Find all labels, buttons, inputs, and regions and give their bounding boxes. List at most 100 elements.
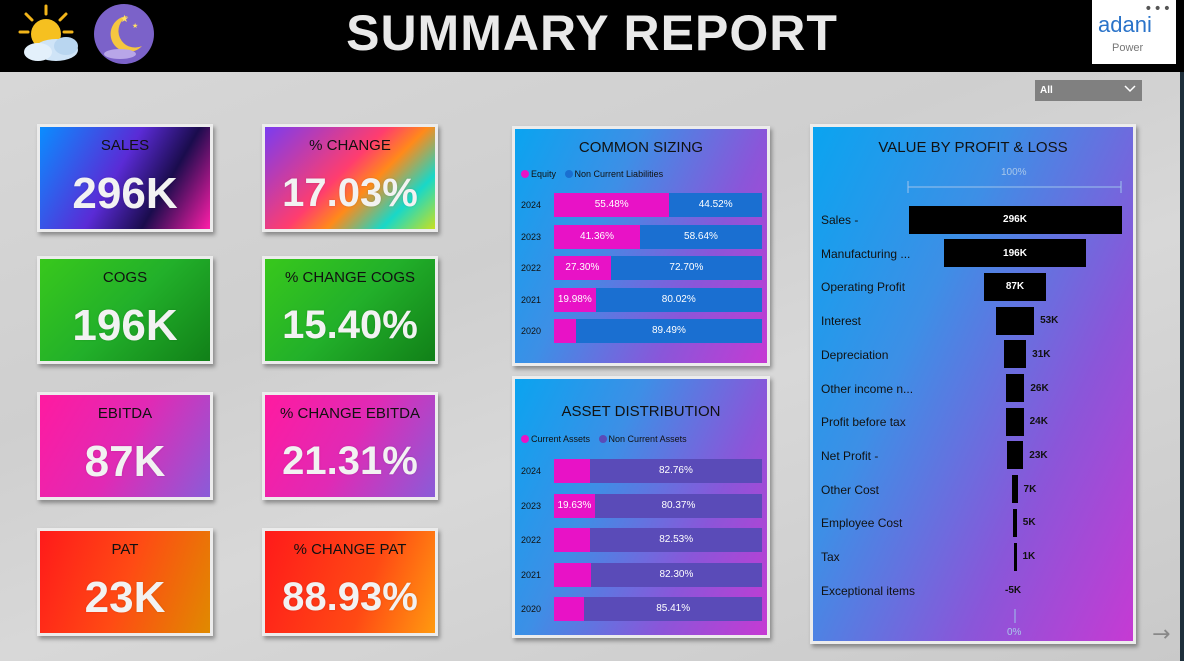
funnel-bar[interactable] bbox=[1013, 542, 1017, 571]
svg-text:★: ★ bbox=[120, 14, 129, 25]
asset-distribution-chart: ASSET DISTRIBUTION Current Assets Non Cu… bbox=[512, 376, 770, 638]
category-label: 2023 bbox=[521, 500, 542, 511]
logo-subtext: Power bbox=[1112, 42, 1144, 54]
data-label: 31K bbox=[1032, 348, 1051, 360]
bar-segment[interactable]: 80.02% bbox=[595, 287, 762, 312]
bar-segment[interactable]: 19.63% bbox=[554, 493, 595, 518]
bar-segment[interactable]: 85.41% bbox=[584, 597, 762, 621]
category-label: Manufacturing ... bbox=[821, 246, 911, 261]
more-options-icon[interactable]: ••• bbox=[1144, 1, 1172, 17]
category-label: Operating Profit bbox=[821, 280, 906, 295]
common-sizing-chart: COMMON SIZING Equity Non Current Liabili… bbox=[512, 126, 770, 366]
legend-item[interactable]: Non Current Liabilities bbox=[564, 169, 663, 179]
category-label: 2024 bbox=[521, 200, 542, 210]
bar-row: 2024 82.76% bbox=[521, 459, 763, 483]
bar-segment[interactable]: 19.98% bbox=[554, 287, 596, 312]
data-label: 5K bbox=[1022, 517, 1036, 529]
bar-segment[interactable] bbox=[554, 597, 585, 621]
kpi-value: 196K bbox=[72, 301, 178, 350]
legend-dot-icon bbox=[521, 435, 529, 443]
bar-row: 2022 27.30% 72.70% bbox=[521, 256, 763, 280]
kpi-value: 17.03% bbox=[282, 171, 418, 215]
bar-segment[interactable]: 72.70% bbox=[610, 256, 762, 280]
legend-label: Equity bbox=[531, 169, 557, 179]
data-label: 196K bbox=[1003, 247, 1027, 259]
chart-title: VALUE BY PROFIT & LOSS bbox=[878, 139, 1068, 156]
stacked-bar[interactable]: 27.30% 72.70% bbox=[554, 256, 762, 280]
bar-segment[interactable]: 44.52% bbox=[669, 193, 762, 217]
bar-segment[interactable] bbox=[554, 319, 576, 343]
axis-top-line bbox=[907, 181, 1122, 193]
category-label: 2022 bbox=[521, 263, 542, 273]
bar-segment[interactable]: 82.30% bbox=[590, 562, 762, 587]
category-label: 2024 bbox=[521, 466, 542, 476]
kpi-value: 88.93% bbox=[282, 575, 418, 619]
stacked-bar[interactable]: 82.30% bbox=[554, 562, 762, 587]
kpi-label: SALES bbox=[100, 137, 150, 154]
stacked-bar[interactable]: 82.76% bbox=[554, 459, 762, 483]
chart-legend: Equity Non Current Liabilities bbox=[521, 169, 669, 179]
bar-segment[interactable]: 89.49% bbox=[575, 319, 762, 343]
stacked-bar[interactable]: 85.41% bbox=[554, 597, 762, 621]
bar-segment[interactable]: 80.37% bbox=[594, 493, 762, 518]
stacked-bar[interactable]: 19.63% 80.37% bbox=[554, 493, 762, 518]
funnel-bar[interactable] bbox=[1003, 340, 1027, 369]
funnel-bar[interactable] bbox=[944, 239, 1086, 268]
bar-segment[interactable]: 82.53% bbox=[590, 528, 762, 552]
kpi-value: 23K bbox=[84, 573, 166, 622]
funnel-bar[interactable] bbox=[983, 272, 1047, 301]
legend-item[interactable]: Current Assets bbox=[521, 434, 590, 444]
bar-segment[interactable]: 27.30% bbox=[554, 256, 611, 280]
funnel-bar[interactable] bbox=[1012, 475, 1018, 504]
stacked-bar[interactable]: 82.53% bbox=[554, 528, 762, 552]
next-page-arrow-icon[interactable]: → bbox=[1152, 622, 1171, 647]
funnel-bar[interactable] bbox=[908, 205, 1122, 234]
bar-row: 2024 55.48% 44.52% bbox=[521, 193, 763, 217]
kpi-card-pat: PAT 23K bbox=[37, 528, 213, 636]
category-label: Interest bbox=[821, 314, 862, 329]
stacked-bar[interactable]: 41.36% 58.64% bbox=[554, 224, 762, 249]
bar-segment[interactable]: 82.76% bbox=[589, 459, 762, 483]
category-label: 2021 bbox=[521, 569, 542, 580]
moon-night-icon: ★ ★ bbox=[94, 4, 154, 64]
chart-legend: Current Assets Non Current Assets bbox=[521, 434, 693, 444]
value-by-profit-loss-chart: VALUE BY PROFIT & LOSS 100% Sales - 296K M… bbox=[810, 124, 1136, 644]
kpi-card-pct-change-ebitda: % CHANGE EBITDA 21.31% bbox=[262, 392, 438, 500]
kpi-label: % CHANGE PAT bbox=[293, 541, 407, 558]
chart-title: ASSET DISTRIBUTION bbox=[561, 403, 721, 420]
bar-segment[interactable]: 55.48% bbox=[554, 193, 670, 217]
stacked-bar[interactable]: 19.98% 80.02% bbox=[554, 287, 762, 312]
data-label: -5K bbox=[1005, 584, 1022, 596]
funnel-bar[interactable] bbox=[1006, 441, 1024, 470]
funnel-bar[interactable] bbox=[1005, 374, 1025, 402]
year-slicer-dropdown[interactable]: All bbox=[1035, 80, 1142, 101]
chevron-down-icon bbox=[1124, 85, 1136, 93]
page-edge bbox=[1180, 72, 1184, 661]
category-label: Tax bbox=[821, 550, 840, 564]
chart-title: COMMON SIZING bbox=[578, 139, 704, 156]
kpi-card-sales: SALES 296K bbox=[37, 124, 213, 232]
data-label: 296K bbox=[1003, 214, 1027, 225]
category-label: 2022 bbox=[521, 535, 542, 545]
stacked-bar[interactable]: 55.48% 44.52% bbox=[554, 193, 762, 217]
bar-segment[interactable]: 41.36% bbox=[554, 224, 641, 249]
bar-segment[interactable] bbox=[554, 528, 591, 552]
funnel-bar[interactable] bbox=[1013, 508, 1017, 537]
svg-text:★: ★ bbox=[132, 22, 138, 30]
category-label: Profit before tax bbox=[821, 415, 906, 430]
bar-segment[interactable] bbox=[554, 459, 590, 483]
category-label: 2021 bbox=[521, 294, 542, 305]
kpi-value: 21.31% bbox=[282, 439, 418, 483]
bar-segment[interactable] bbox=[554, 562, 591, 587]
kpi-label: % CHANGE COGS bbox=[284, 269, 416, 286]
legend-item[interactable]: Non Current Assets bbox=[598, 434, 687, 444]
bar-segment[interactable]: 58.64% bbox=[640, 224, 762, 249]
kpi-label: % CHANGE EBITDA bbox=[279, 405, 421, 422]
funnel-bar[interactable] bbox=[995, 306, 1035, 335]
funnel-bar[interactable] bbox=[1006, 407, 1024, 436]
data-label: 87K bbox=[1005, 281, 1025, 293]
stacked-bar[interactable]: 89.49% bbox=[554, 319, 762, 343]
data-label: 23K bbox=[1029, 449, 1048, 461]
legend-item[interactable]: Equity bbox=[521, 169, 556, 179]
category-label: Net Profit - bbox=[821, 448, 879, 463]
